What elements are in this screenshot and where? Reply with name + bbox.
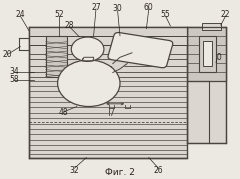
Bar [187, 27, 226, 143]
Bar [29, 27, 187, 158]
Bar [203, 41, 212, 66]
Polygon shape [113, 53, 132, 72]
Text: Фиг. 2: Фиг. 2 [105, 168, 135, 177]
Text: 30: 30 [113, 4, 122, 13]
Circle shape [58, 60, 120, 107]
Text: 52: 52 [54, 10, 64, 19]
Text: 20: 20 [2, 50, 12, 59]
Text: 48: 48 [59, 108, 68, 117]
Bar [199, 36, 216, 72]
Polygon shape [83, 57, 94, 61]
Bar [29, 36, 187, 45]
Text: 28: 28 [65, 21, 74, 30]
Text: 55: 55 [161, 10, 170, 19]
Text: 27: 27 [91, 3, 101, 12]
Text: 26: 26 [154, 166, 163, 175]
Bar [202, 23, 221, 30]
Text: 34: 34 [10, 67, 19, 76]
Bar [187, 27, 226, 81]
Text: 24: 24 [16, 10, 25, 19]
Text: 32: 32 [70, 166, 79, 175]
Text: 22: 22 [221, 10, 230, 19]
FancyBboxPatch shape [108, 33, 173, 68]
Text: 60: 60 [144, 3, 154, 12]
Text: 58: 58 [10, 75, 19, 84]
Bar [29, 27, 187, 36]
Bar [46, 36, 67, 77]
Text: 70: 70 [212, 53, 222, 62]
Circle shape [71, 37, 104, 61]
